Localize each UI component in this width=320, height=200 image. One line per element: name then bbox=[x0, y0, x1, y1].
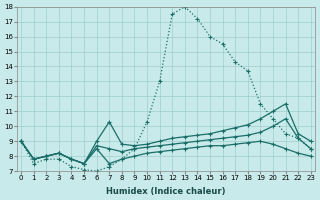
X-axis label: Humidex (Indice chaleur): Humidex (Indice chaleur) bbox=[106, 187, 226, 196]
